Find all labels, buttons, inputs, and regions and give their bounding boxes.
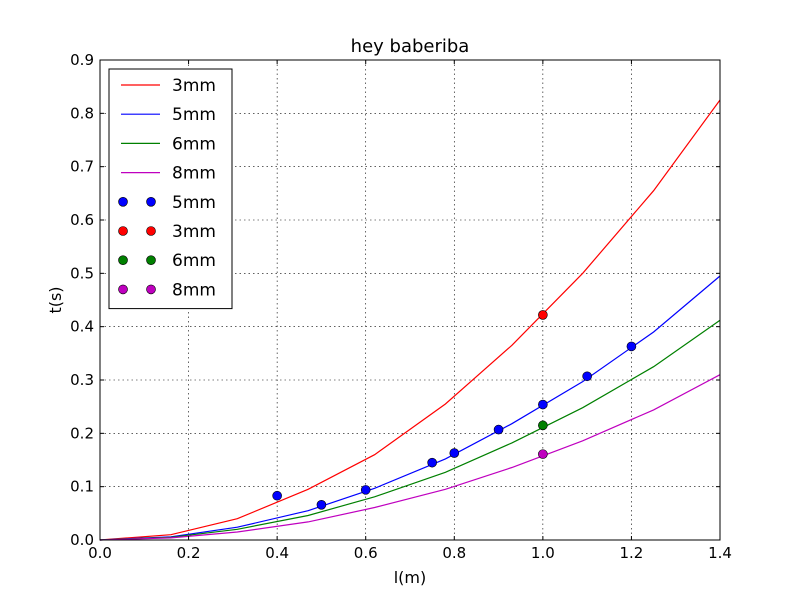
legend-frame	[108, 68, 233, 310]
x-tick-label: 1.4	[708, 544, 732, 562]
legend-swatch-marker	[146, 284, 156, 295]
data-point-5mm	[626, 341, 637, 352]
series-line-5mm	[99, 275, 721, 541]
x-tick-label: 1.2	[619, 544, 643, 562]
data-point-5mm	[582, 371, 592, 382]
legend-label: 3mm	[172, 76, 216, 96]
data-point-5mm	[538, 399, 548, 410]
y-tick-label: 0.6	[70, 211, 94, 229]
series-layer	[99, 99, 721, 541]
x-tick-label: 0.0	[88, 544, 112, 562]
x-tick-label: 0.4	[265, 544, 289, 562]
series-line-3mm	[99, 99, 721, 541]
legend: 3mm 5mm 6mm 8mm 5mm 3mm 6mm 8mm	[108, 68, 233, 310]
chart-title: hey baberiba	[351, 36, 470, 57]
legend-label: 8mm	[172, 280, 216, 300]
legend-swatch-marker	[146, 197, 156, 207]
legend-swatch-marker	[118, 197, 128, 207]
legend-label: 5mm	[172, 193, 216, 213]
data-point-5mm	[493, 424, 504, 435]
x-tick-label: 0.6	[354, 544, 378, 562]
data-point-5mm	[360, 485, 371, 495]
y-tick-label: 0.3	[70, 371, 94, 389]
legend-label: 5mm	[172, 105, 216, 125]
data-point-8mm	[538, 449, 548, 459]
legend-label: 8mm	[172, 164, 216, 184]
ticks: 0.0 0.2 0.4 0.6 0.8 1.0 1.2 1.4 0.0 0.1 0.2 0.3 0.4 0…	[70, 51, 732, 562]
y-tick-label: 0.5	[70, 264, 94, 282]
y-tick-label: 0.7	[70, 158, 94, 176]
legend-swatch-marker	[118, 255, 128, 266]
data-point-3mm	[538, 310, 548, 320]
y-tick-label: 0.2	[70, 424, 94, 442]
y-tick-label: 0.4	[70, 318, 94, 336]
data-point-5mm	[316, 499, 327, 510]
data-point-5mm	[449, 448, 460, 458]
legend-label: 6mm	[172, 251, 216, 271]
legend-swatch-marker	[146, 226, 156, 236]
y-tick-label: 0.9	[70, 51, 94, 69]
legend-label: 3mm	[172, 222, 216, 242]
legend-swatch-marker	[146, 255, 156, 266]
data-point-6mm	[538, 420, 548, 431]
legend-label: 6mm	[172, 134, 216, 154]
x-axis-label: l(m)	[394, 568, 427, 587]
x-tick-label: 1.0	[531, 544, 555, 562]
x-tick-label: 0.2	[177, 544, 201, 562]
x-tick-label: 0.8	[442, 544, 466, 562]
data-point-5mm	[272, 490, 282, 501]
series-line-6mm	[99, 319, 721, 541]
y-tick-label: 0.8	[70, 104, 94, 122]
legend-swatch-marker	[118, 226, 128, 236]
legend-swatch-marker	[118, 284, 128, 295]
plot-frame	[99, 59, 721, 541]
y-axis-label: t(s)	[46, 286, 65, 313]
y-tick-label: 0.1	[70, 478, 94, 496]
series-line-8mm	[99, 374, 721, 541]
data-point-5mm	[427, 457, 437, 468]
y-tick-label: 0.0	[70, 531, 94, 549]
